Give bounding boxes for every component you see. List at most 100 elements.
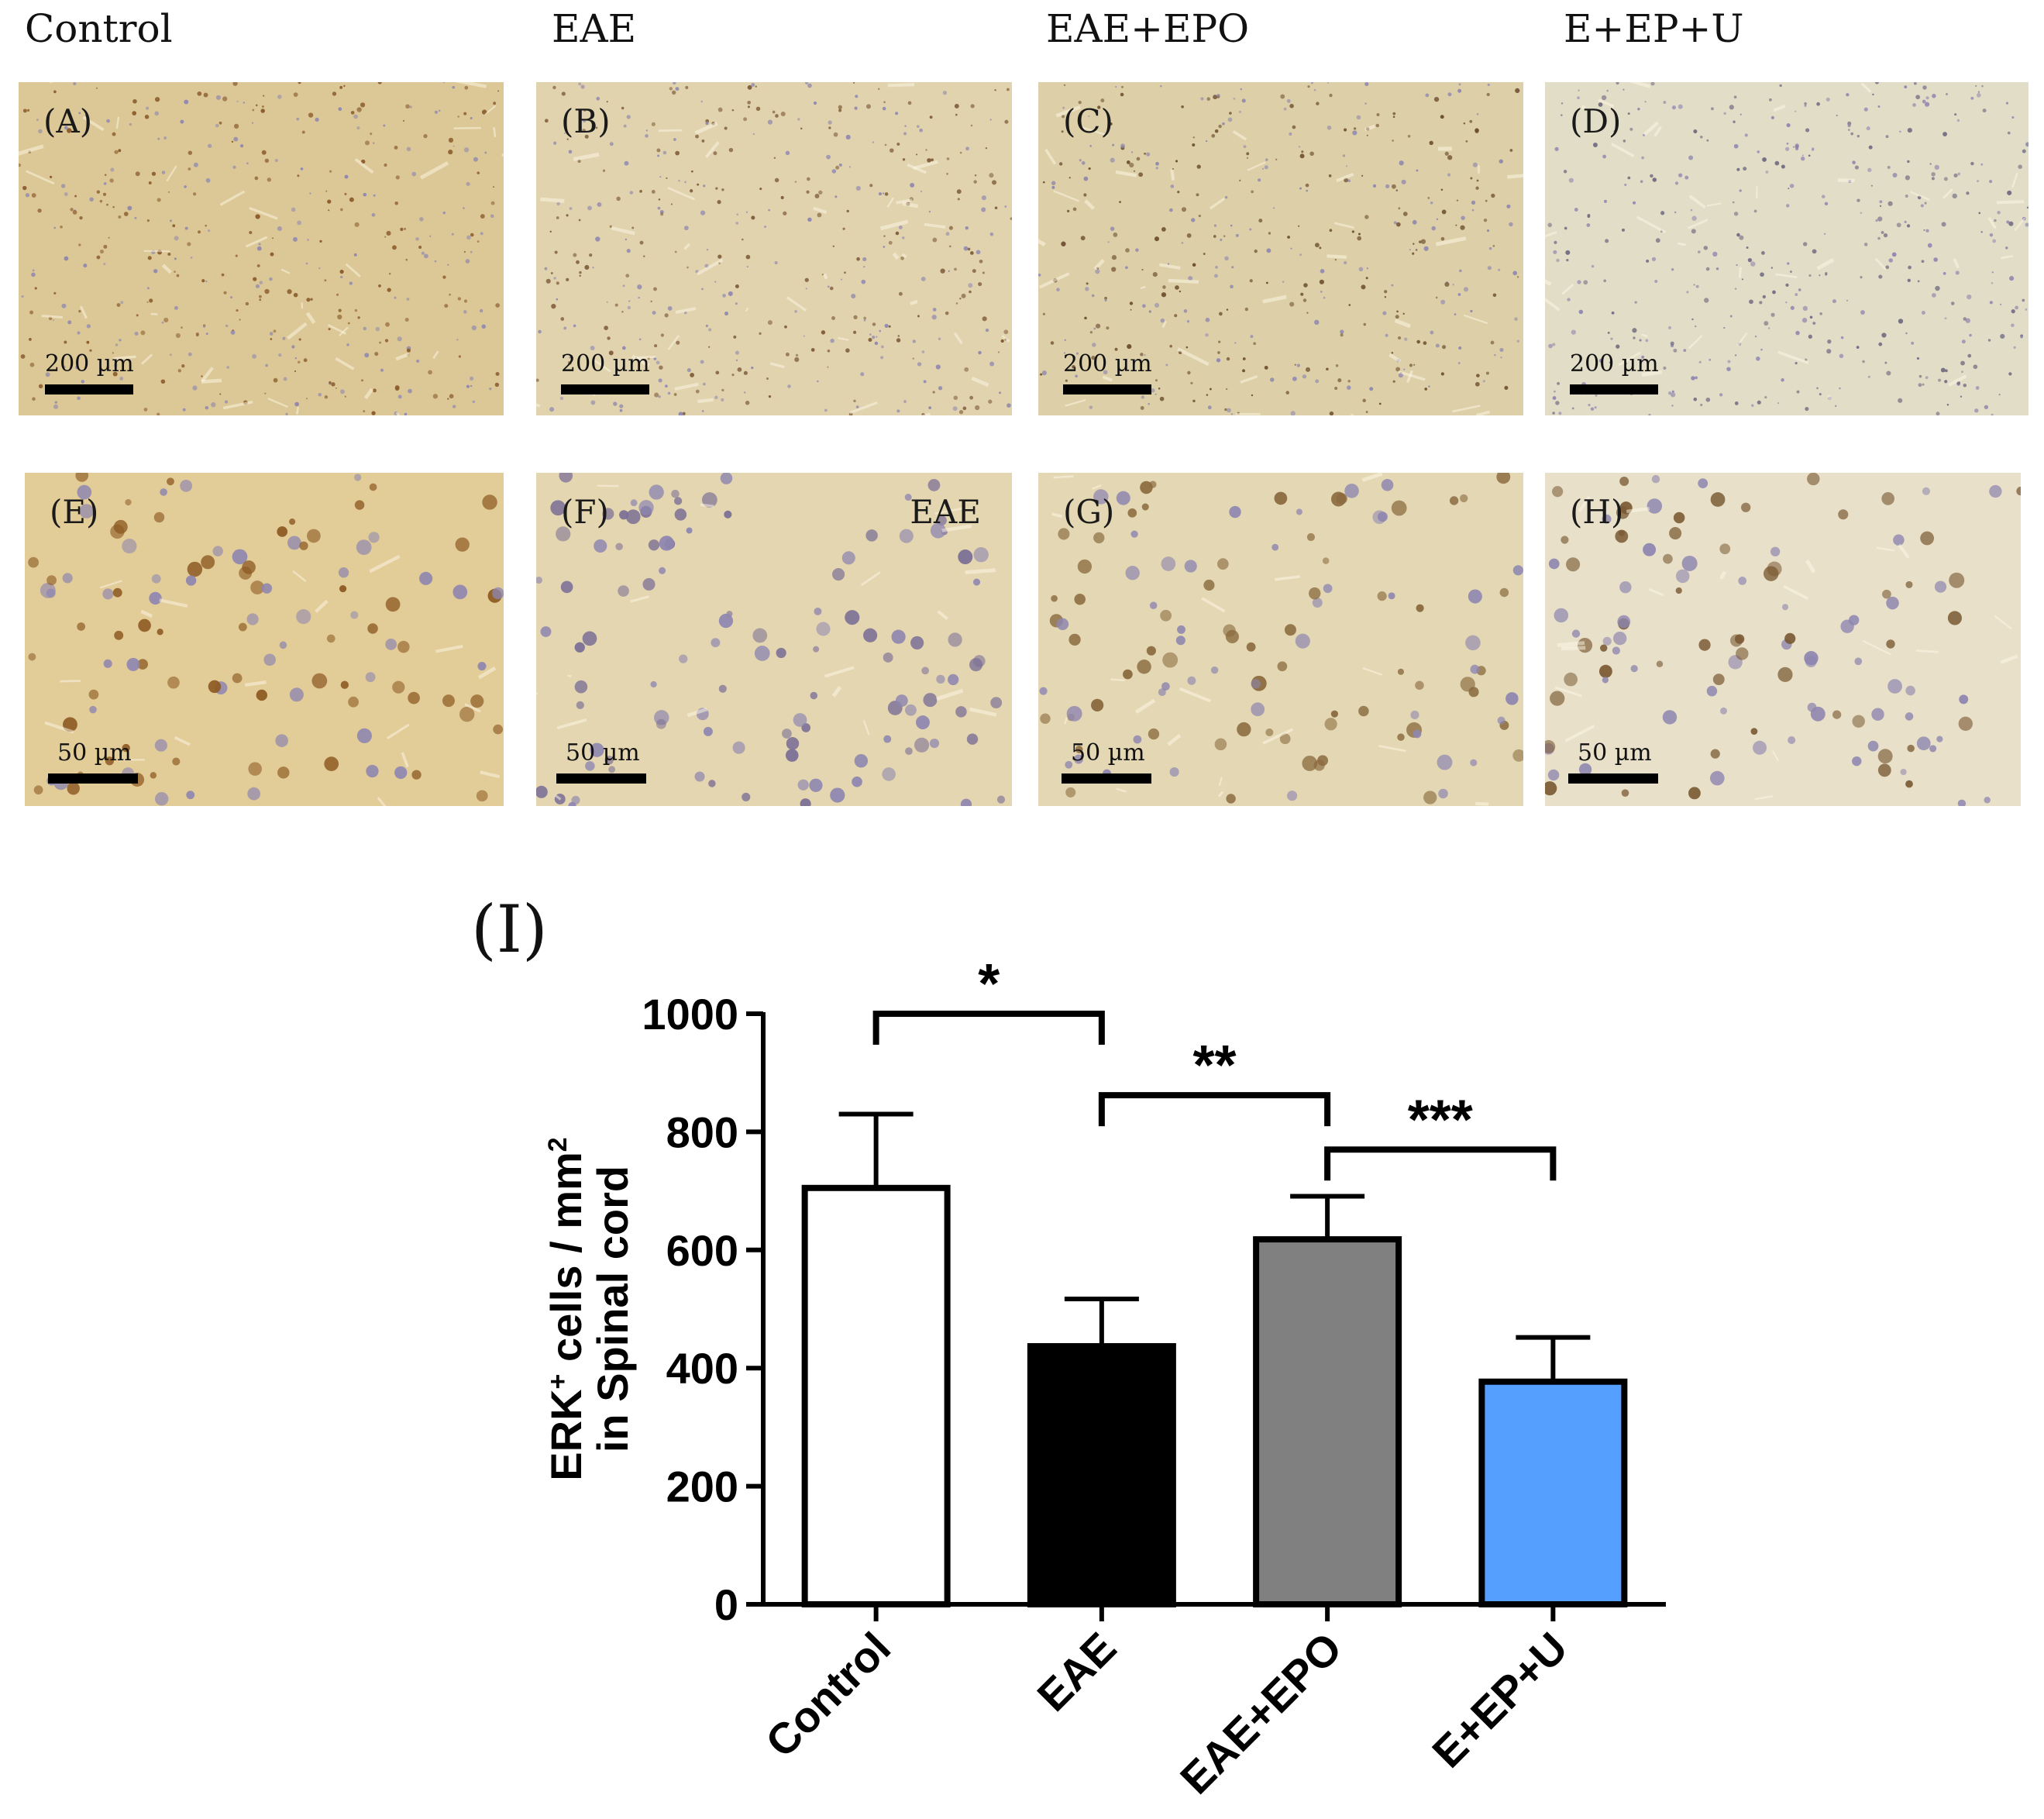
stained-cell [326, 634, 336, 643]
stained-cell [1089, 331, 1093, 334]
micrograph-texture [536, 473, 1012, 806]
stained-cell [1743, 167, 1747, 171]
stained-cell [477, 662, 487, 671]
tissue-fiber [113, 355, 136, 360]
stained-cell [921, 350, 925, 353]
stained-cell [768, 208, 771, 212]
stained-cell [1285, 391, 1289, 394]
stained-cell [1765, 171, 1769, 174]
stained-cell [766, 377, 769, 381]
significance-stars: *** [1408, 1089, 1473, 1151]
stained-cell [1470, 664, 1480, 674]
tissue-fiber [1064, 717, 1068, 725]
stained-cell [774, 177, 779, 183]
stained-cell [293, 92, 298, 98]
stained-cell [176, 274, 180, 277]
stained-cell [622, 346, 626, 350]
stained-cell [1347, 179, 1351, 183]
stained-cell [114, 150, 119, 154]
stained-cell [1133, 170, 1136, 172]
stained-cell [1175, 285, 1179, 290]
stained-cell [673, 497, 683, 505]
stained-cell [64, 340, 67, 344]
stained-cell [1641, 360, 1644, 363]
stained-cell [1881, 492, 1895, 505]
panel-label: (B) [561, 102, 611, 140]
stained-cell [631, 226, 635, 229]
tissue-fiber [201, 378, 222, 384]
stained-cell [807, 83, 812, 88]
tissue-fiber [1771, 750, 1780, 762]
stained-cell [618, 585, 629, 597]
stained-cell [563, 132, 566, 134]
stained-cell [1715, 267, 1719, 270]
stained-cell [1674, 181, 1679, 185]
stained-cell [1944, 380, 1948, 384]
stained-cell [201, 375, 203, 377]
stained-cell [1424, 388, 1427, 391]
stained-cell [957, 198, 960, 201]
stained-cell [177, 369, 182, 373]
stained-cell [1125, 248, 1130, 253]
stained-cell [1789, 184, 1795, 188]
stained-cell [1249, 279, 1253, 283]
stained-cell [452, 405, 456, 408]
stained-cell [1891, 252, 1897, 257]
stained-cell [1490, 340, 1495, 345]
stained-cell [536, 576, 542, 584]
tissue-fiber [1055, 105, 1081, 118]
stained-cell [267, 177, 272, 182]
stained-cell [1385, 333, 1388, 337]
scale-bar [1570, 384, 1658, 394]
stained-cell [1140, 353, 1144, 357]
stained-cell [832, 245, 835, 248]
stained-cell [411, 770, 422, 780]
stained-cell [1397, 336, 1402, 340]
stained-cell [223, 291, 227, 295]
tissue-fiber [1641, 370, 1663, 377]
stained-cell [1363, 322, 1367, 326]
stained-cell [728, 291, 733, 296]
scale-bar-label: 50 µm [1578, 739, 1652, 767]
stained-cell [787, 384, 791, 388]
tissue-fiber [1545, 231, 1557, 238]
stained-cell [226, 366, 230, 369]
stained-cell [733, 335, 737, 339]
stained-cell [606, 301, 608, 303]
column-title-control: Control [25, 6, 173, 51]
bar-control [801, 1184, 951, 1608]
stained-cell [767, 320, 773, 326]
tissue-fiber [1053, 190, 1080, 202]
stained-cell [948, 632, 962, 647]
stained-cell [1598, 664, 1612, 678]
micrograph-background [1038, 473, 1523, 806]
stained-cell [863, 265, 865, 268]
stained-cell [1913, 82, 1917, 85]
stained-cell [1328, 174, 1332, 177]
stained-cell [103, 181, 107, 185]
stained-cell [1732, 201, 1735, 204]
stained-cell [844, 271, 846, 274]
stained-cell [1347, 385, 1351, 390]
stained-cell [240, 144, 244, 148]
tissue-fiber [886, 197, 894, 208]
stained-cell [1734, 288, 1737, 290]
stained-cell [638, 500, 654, 515]
stained-cell [174, 305, 178, 310]
stained-cell [869, 333, 872, 336]
stained-cell [1091, 343, 1096, 347]
stained-cell [904, 125, 907, 127]
tissue-fiber [1507, 174, 1523, 179]
stained-cell [419, 571, 433, 585]
stained-cell [1719, 393, 1723, 397]
stained-cell [249, 230, 253, 235]
stained-cell [1704, 298, 1709, 303]
stained-cell [429, 235, 432, 237]
stained-cell [340, 389, 345, 394]
stained-cell [1314, 319, 1320, 326]
stained-cell [1382, 311, 1387, 315]
stained-cell [1916, 357, 1920, 360]
stained-cell [154, 111, 159, 116]
stained-cell [794, 357, 800, 363]
stained-cell [567, 360, 572, 365]
